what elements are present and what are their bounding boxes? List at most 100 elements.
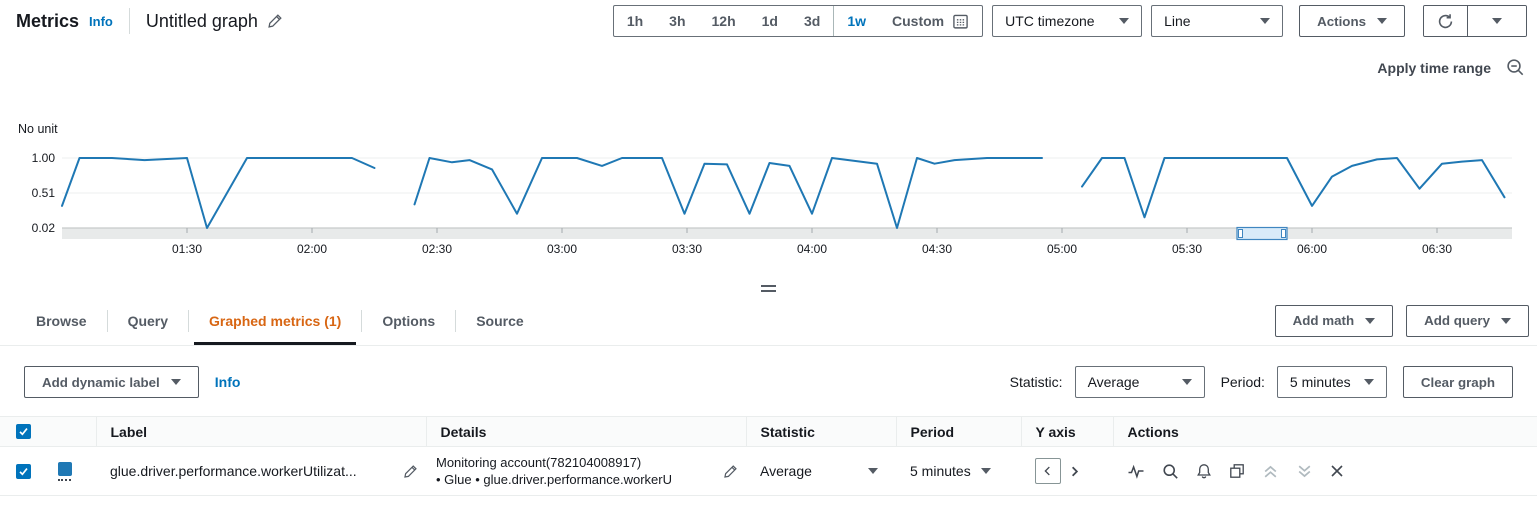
graph-title: Untitled graph <box>145 10 258 31</box>
caret-down-icon <box>1365 317 1376 324</box>
page-title: Metrics <box>16 10 80 31</box>
x-tick-label: 01:30 <box>172 242 202 256</box>
refresh-options-button[interactable] <box>1468 6 1526 36</box>
edit-label-button[interactable] <box>403 464 418 479</box>
period-label: Period: <box>1220 374 1265 390</box>
select-all-checkbox[interactable] <box>16 424 31 439</box>
time-range-1h[interactable]: 1h <box>626 13 644 29</box>
zoom-out-button[interactable] <box>1506 58 1525 77</box>
tab-graphed-metrics[interactable]: Graphed metrics (1) <box>189 297 361 345</box>
edit-graph-title-button[interactable] <box>267 13 283 29</box>
caret-down-icon <box>1377 18 1387 24</box>
details-cell: Monitoring account(782104008917) • Glue … <box>436 454 746 488</box>
caret-down-icon <box>1181 379 1192 385</box>
metrics-header: Metrics Info Untitled graph 1h 3h 12h 1d… <box>0 0 1537 42</box>
series-color-control <box>58 461 96 481</box>
pulse-icon[interactable] <box>1127 463 1145 479</box>
tab-divider <box>361 309 363 332</box>
search-icon[interactable] <box>1162 463 1179 480</box>
yaxis-left-button[interactable] <box>1035 458 1061 484</box>
zoom-out-icon <box>1506 58 1525 77</box>
add-math-button[interactable]: Add math <box>1274 304 1394 337</box>
series-color-swatch[interactable] <box>58 461 72 476</box>
metric-line <box>1081 157 1506 219</box>
period-column-header: Period <box>895 416 1021 447</box>
dynamic-label-info-link[interactable]: Info <box>214 374 241 390</box>
toolbar-left: Add dynamic label Info <box>24 366 240 398</box>
chevron-double-down-icon[interactable] <box>1296 463 1313 480</box>
pencil-icon <box>267 13 283 29</box>
x-tick-label: 06:00 <box>1297 242 1327 256</box>
tab-browse[interactable]: Browse <box>36 313 87 329</box>
tab-options[interactable]: Options <box>382 313 436 329</box>
check-icon <box>18 426 29 437</box>
duplicate-icon[interactable] <box>1229 463 1245 479</box>
timezone-value: UTC timezone <box>1005 13 1095 29</box>
chart-type-value: Line <box>1164 13 1191 29</box>
time-range-12h[interactable]: 12h <box>711 13 736 29</box>
statistic-select[interactable]: Average <box>1074 366 1205 398</box>
period-select[interactable]: 5 minutes <box>1276 366 1387 398</box>
row-statistic-select[interactable]: Average <box>760 463 878 479</box>
chart-type-select[interactable]: Line <box>1151 5 1284 37</box>
segment-divider <box>833 6 835 36</box>
apply-time-range-button[interactable]: Apply time range <box>1377 59 1491 76</box>
time-range-1d[interactable]: 1d <box>761 13 778 29</box>
brush-handle-left[interactable] <box>1238 229 1243 238</box>
caret-down-icon <box>1260 18 1271 24</box>
period-value: 5 minutes <box>1289 374 1351 390</box>
edit-details-button[interactable] <box>723 464 738 479</box>
toolbar-right: Statistic: Average Period: 5 minutes Cle… <box>1010 366 1513 398</box>
caret-down-icon <box>1363 379 1374 385</box>
add-query-button[interactable]: Add query <box>1406 304 1529 337</box>
chart-panel: 01:30 02:00 02:30 03:00 03:30 04:00 04:30 05:00… <box>0 42 1537 280</box>
time-brush[interactable] <box>1236 226 1288 241</box>
refresh-button[interactable] <box>1424 6 1468 36</box>
chevron-right-icon <box>1067 464 1082 479</box>
pencil-icon <box>403 464 418 479</box>
refresh-icon <box>1436 12 1455 31</box>
tab-query[interactable]: Query <box>127 313 169 329</box>
brush-handle-right[interactable] <box>1281 229 1286 238</box>
time-range-3h[interactable]: 3h <box>669 13 686 29</box>
time-range-3d[interactable]: 3d <box>803 13 821 29</box>
metric-table-row: glue.driver.performance.workerUtilizat..… <box>0 446 1537 496</box>
row-checkbox[interactable] <box>16 463 31 479</box>
row-period-select[interactable]: 5 minutes <box>910 463 991 479</box>
header-divider <box>128 8 130 34</box>
chevron-double-up-icon[interactable] <box>1262 463 1279 480</box>
header-controls: 1h 3h 12h 1d 3d 1w Custom UTC timezone <box>612 5 1527 37</box>
clear-graph-button[interactable]: Clear graph <box>1402 366 1513 398</box>
metrics-tabs: Browse Query Graphed metrics (1) Options… <box>0 296 1537 346</box>
x-tick-label: 02:30 <box>422 242 452 256</box>
calendar-icon <box>952 13 969 30</box>
panel-resize-row <box>0 280 1537 296</box>
x-tick-label: 06:30 <box>1422 242 1452 256</box>
caret-down-icon <box>1492 18 1502 24</box>
panel-resize-handle[interactable] <box>761 284 776 292</box>
statistic-value: Average <box>1087 374 1140 390</box>
yaxis-toggle <box>1035 458 1113 484</box>
row-actions <box>1127 463 1537 480</box>
close-icon[interactable] <box>1330 464 1344 478</box>
metric-details: Monitoring account(782104008917) • Glue … <box>436 454 672 488</box>
actions-menu-button[interactable]: Actions <box>1299 5 1405 37</box>
bell-icon[interactable] <box>1196 463 1212 479</box>
timezone-select[interactable]: UTC timezone <box>992 5 1143 37</box>
time-range-custom[interactable]: Custom <box>879 6 982 36</box>
tab-source[interactable]: Source <box>476 313 524 329</box>
add-math-label: Add math <box>1292 313 1355 328</box>
add-dynamic-label-button[interactable]: Add dynamic label <box>24 366 199 398</box>
yaxis-right-button[interactable] <box>1067 464 1082 479</box>
label-column-header: Label <box>95 416 426 447</box>
x-tick-label: 04:30 <box>922 242 952 256</box>
time-range-1w[interactable]: 1w <box>847 13 866 29</box>
graph-action-buttons: Add math Add query <box>1274 304 1529 337</box>
x-tick-label: 05:30 <box>1172 242 1202 256</box>
x-tick-label: 03:30 <box>672 242 702 256</box>
metrics-info-link[interactable]: Info <box>89 13 113 29</box>
statistic-column-header: Statistic <box>745 416 896 447</box>
metric-line <box>61 157 376 229</box>
row-statistic-value: Average <box>760 463 812 479</box>
